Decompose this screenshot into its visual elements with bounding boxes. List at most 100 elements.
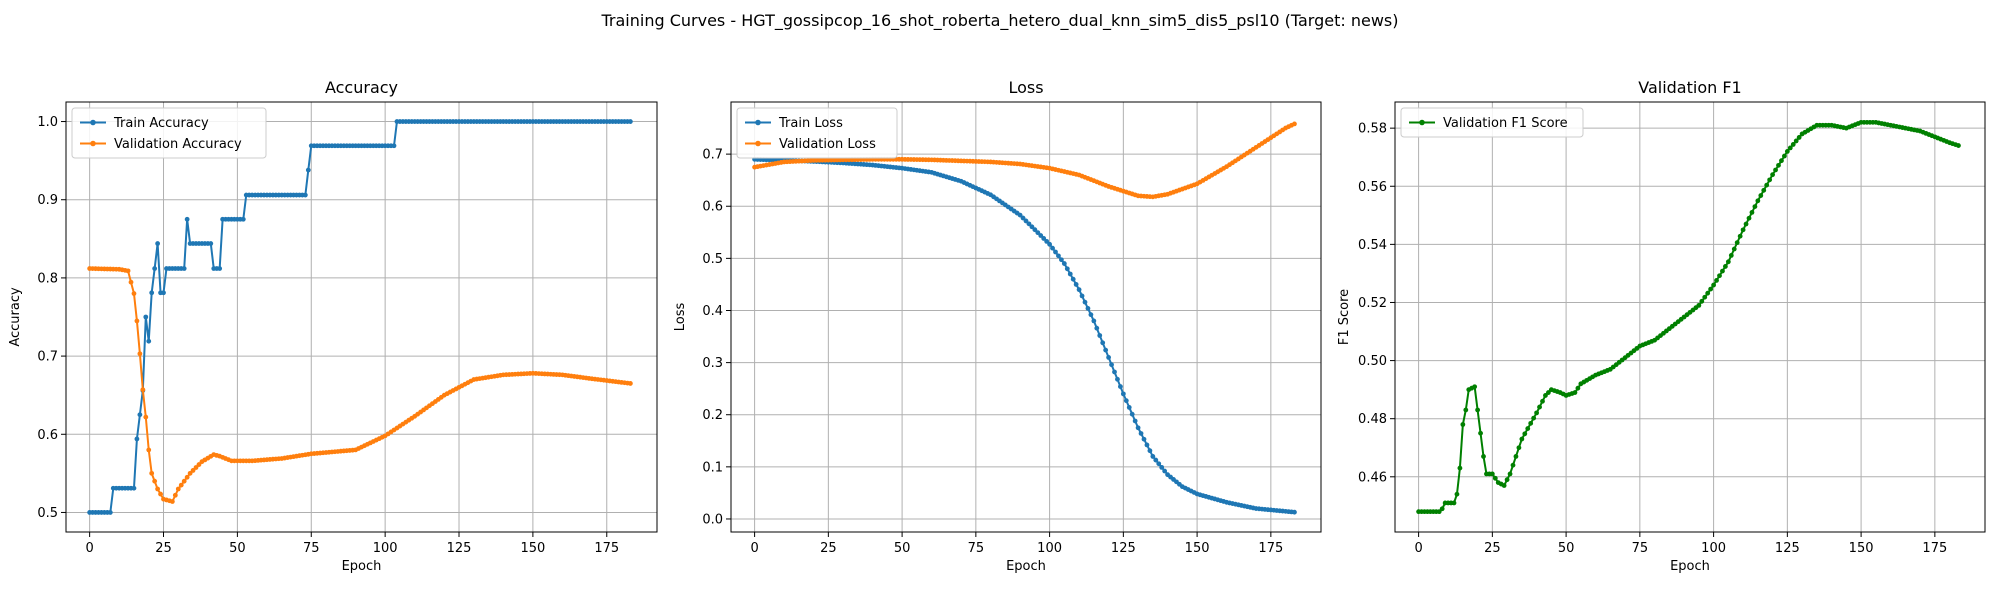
x-tick-label: 50 [1558, 541, 1575, 556]
legend: Train Accuracy Validation Accuracy [71, 107, 267, 159]
data-point [1752, 204, 1758, 209]
data-point [1097, 333, 1103, 338]
axes-frame [730, 101, 1322, 533]
data-point [1120, 391, 1126, 397]
data-point [1053, 249, 1058, 255]
y-tick-label: 0.7 [702, 148, 723, 163]
data-point [1540, 398, 1545, 404]
data-point [1796, 135, 1802, 140]
data-point [1746, 215, 1752, 221]
series-train-accuracy [87, 119, 633, 515]
data-point [1758, 193, 1764, 198]
data-point [1708, 286, 1714, 292]
x-tick-label: 75 [1632, 541, 1649, 556]
figure-suptitle: Training Curves - HGT_gossipcop_16_shot_… [601, 11, 1399, 31]
data-point [1061, 261, 1067, 266]
data-point [1088, 312, 1094, 318]
data-point [125, 268, 131, 274]
data-point [1546, 390, 1551, 395]
data-point [1728, 253, 1734, 258]
data-point [1050, 245, 1055, 251]
data-point [1740, 227, 1746, 233]
data-point [1150, 454, 1156, 459]
data-point [1138, 431, 1144, 436]
data-point [1743, 221, 1749, 227]
x-tick-label: 150 [1185, 541, 1210, 556]
data-point [1460, 422, 1466, 427]
data-point [1038, 233, 1044, 238]
data-point [1100, 340, 1106, 346]
data-point [1147, 448, 1153, 454]
data-point [1516, 445, 1522, 451]
data-point [1153, 457, 1159, 463]
legend-swatch-marker [755, 119, 761, 126]
data-point [172, 492, 178, 498]
data-point [134, 436, 140, 442]
y-tick-label: 0.54 [1358, 238, 1387, 253]
data-point [1705, 290, 1711, 296]
x-tick-label: 100 [373, 541, 398, 556]
data-point [190, 468, 196, 473]
x-tick-label: 0 [1414, 541, 1422, 556]
data-point [1776, 162, 1781, 168]
x-tick-label: 75 [303, 541, 320, 556]
y-tick-label: 0.4 [702, 304, 723, 319]
data-point [1575, 385, 1581, 391]
legend-box [736, 107, 898, 159]
y-tick-label: 0.0 [702, 512, 723, 527]
legend-swatch-marker [90, 140, 96, 147]
data-point [1513, 454, 1519, 459]
legend-box [1400, 107, 1584, 138]
data-point [152, 266, 158, 271]
x-axis-label: Epoch [1006, 559, 1046, 574]
data-point [1504, 477, 1510, 483]
data-point [1292, 509, 1297, 515]
data-point [1782, 153, 1787, 159]
data-point [1507, 471, 1513, 477]
data-point [1749, 210, 1755, 215]
legend-label: Train Loss [778, 116, 843, 131]
data-point [1109, 362, 1114, 368]
y-tick-label: 0.1 [702, 460, 723, 475]
data-point [181, 266, 187, 271]
data-point [1159, 464, 1165, 470]
data-point [1501, 483, 1507, 488]
data-point [1073, 282, 1079, 287]
chart-panel-3: 0 25 50 75 100 125 150 175 0.46 0.48 0.50 0.52 0.54 0… [1337, 78, 1986, 574]
data-point [1720, 268, 1725, 274]
x-tick-label: 125 [447, 541, 472, 556]
legend-swatch-marker [1419, 119, 1425, 126]
y-tick-label: 0.48 [1358, 412, 1387, 427]
data-point [1779, 158, 1784, 164]
x-tick-label: 175 [1258, 541, 1283, 556]
y-tick-label: 0.58 [1358, 122, 1387, 137]
data-point [1141, 436, 1147, 442]
data-point [1525, 426, 1531, 431]
data-point [1106, 354, 1111, 360]
y-tick-label: 0.56 [1358, 180, 1387, 195]
x-tick-label: 175 [594, 541, 619, 556]
data-point [184, 216, 190, 222]
data-point [1067, 271, 1073, 277]
chart-panel-1: 0 25 50 75 100 125 150 175 0.5 0.6 0.7 0.8 0.9 1.0 Acc… [8, 78, 658, 574]
data-point [1032, 227, 1038, 233]
data-point [240, 216, 246, 222]
x-tick-label: 25 [820, 541, 837, 556]
data-point [175, 486, 181, 492]
y-tick-label: 0.50 [1358, 354, 1387, 369]
data-point [1787, 145, 1793, 151]
data-point [1537, 404, 1542, 410]
data-point [1029, 224, 1035, 230]
data-point [181, 478, 187, 484]
data-point [1056, 253, 1061, 259]
data-point [1519, 436, 1525, 442]
data-point [1717, 273, 1722, 279]
data-point [1531, 415, 1537, 421]
x-tick-label: 175 [1922, 541, 1947, 556]
y-axis-label: Accuracy [8, 287, 23, 347]
data-point [1767, 177, 1773, 183]
legend-box [71, 107, 267, 159]
data-point [149, 290, 155, 296]
data-point [1731, 246, 1737, 252]
